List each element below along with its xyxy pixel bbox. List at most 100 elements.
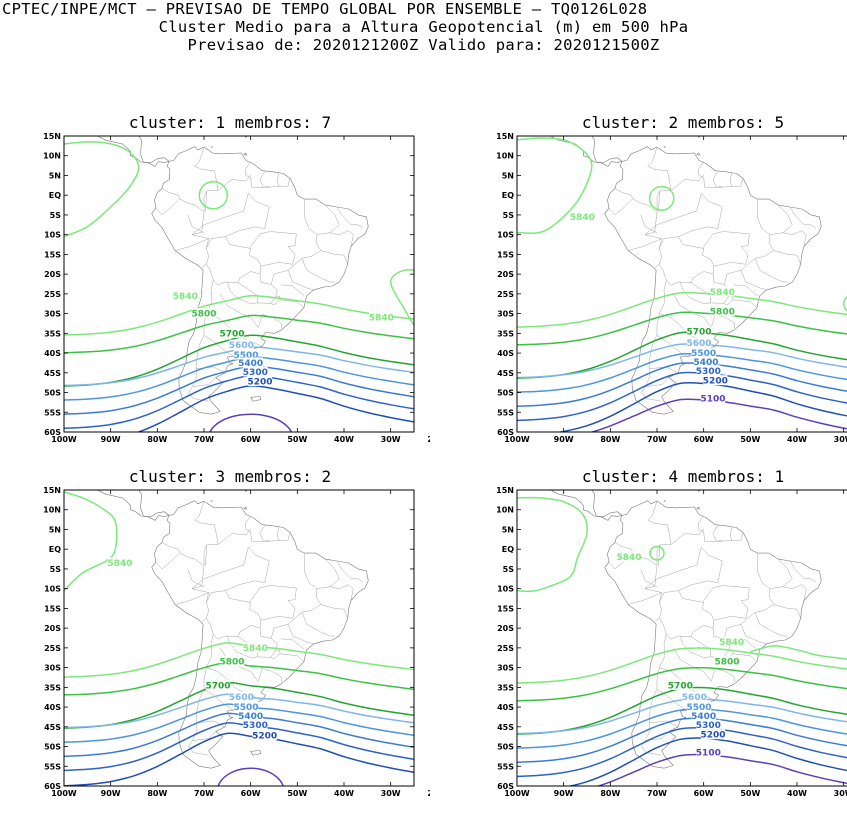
lat-tick-label: 60S: [497, 428, 514, 437]
lat-tick-label: 50S: [497, 389, 514, 398]
map-frame-bg: [64, 136, 414, 432]
map-panel-cluster-2: cluster: 2 membros: 5 5840 5840 5800 5700 56…: [483, 114, 847, 454]
contour-label-bg: [682, 691, 707, 702]
country-border: [287, 624, 314, 645]
map-frame: [63, 135, 415, 433]
country-border: [259, 525, 270, 542]
lat-tick-label: 35S: [497, 329, 514, 338]
panel-title: cluster: 3 membros: 2: [128, 467, 332, 486]
lon-tick-label: 70W: [194, 789, 214, 798]
lon-tick-label: 90W: [554, 789, 574, 798]
contour-label-bg: [233, 701, 259, 712]
country-border: [279, 653, 305, 662]
lat-tick-label: 45S: [44, 723, 61, 732]
country-border: [191, 192, 270, 237]
contour-closed-5840-east: [842, 296, 847, 312]
lon-tick-label: 100W: [51, 789, 77, 798]
central-america-pacific-coastline: [97, 136, 170, 167]
country-border: [740, 624, 767, 645]
country-border: [301, 612, 335, 637]
figure-title: CPTEC/INPE/MCT — PREVISAO DE TEMPO GLOBA…: [0, 0, 847, 54]
lon-tick-label: 50W: [287, 789, 307, 798]
contour-line-5800: [64, 314, 414, 354]
contour-closed-5840: [198, 180, 229, 210]
axis-ticks: 15N 10N 5N EQ 5S 10S 15S 20S 25S 30S 35S 40S 45S 50S 5…: [43, 132, 430, 444]
contour-label: 5700: [668, 681, 693, 691]
lon-tick-label: 60W: [694, 435, 714, 444]
country-border: [237, 274, 278, 304]
contour-line-5300: [517, 726, 847, 778]
lon-tick-label: 70W: [194, 435, 214, 444]
country-border: [733, 284, 758, 296]
panel-title: cluster: 2 membros: 5: [581, 113, 785, 132]
country-border: [710, 668, 716, 682]
contour-line-5300: [64, 722, 414, 772]
lon-tick-label: 90W: [554, 435, 574, 444]
contour-label: 5600: [229, 693, 254, 703]
lon-tick-label: 80W: [147, 789, 167, 798]
contour-label: 5400: [238, 712, 263, 722]
country-border: [712, 525, 723, 542]
lat-tick-label: 20S: [497, 270, 514, 279]
country-border: [628, 238, 662, 251]
lat-tick-label: 5N: [502, 525, 514, 534]
country-border: [782, 584, 807, 601]
country-border: [220, 647, 259, 682]
lat-tick-label: 10S: [497, 585, 514, 594]
country-border: [670, 528, 704, 545]
country-border: [659, 590, 715, 640]
lat-tick-label: EQ: [49, 191, 61, 200]
lon-tick-label: 80W: [600, 789, 620, 798]
lat-tick-label: 15S: [497, 250, 514, 259]
country-border: [789, 206, 816, 229]
contour-label-bg: [616, 551, 642, 562]
country-border: [712, 171, 723, 188]
lat-tick-label: 15N: [43, 132, 61, 141]
contour-label: 5800: [710, 308, 735, 318]
lon-tick-label: 30W: [381, 435, 401, 444]
map-frame: [516, 135, 847, 433]
contour-map: 58405840580057005600550054005300520015N1…: [43, 132, 430, 444]
south-america-coastline: [604, 146, 822, 415]
island-outline: [243, 152, 247, 156]
country-border: [649, 720, 679, 728]
country-border: [773, 604, 801, 619]
country-border: [644, 192, 723, 237]
lat-tick-label: 5S: [503, 211, 515, 220]
country-border: [217, 528, 251, 545]
contour-label: 5800: [191, 310, 216, 320]
contour-label: 5600: [682, 693, 707, 703]
contour-label-bg: [219, 327, 245, 338]
country-border: [754, 612, 788, 637]
contour-line-5840: [517, 291, 847, 328]
contour-label: 5840: [710, 288, 735, 298]
contour-label: 5400: [238, 359, 263, 369]
country-border: [249, 231, 297, 267]
contour-label: 5300: [696, 367, 721, 377]
country-border: [641, 634, 667, 756]
country-border: [740, 270, 767, 291]
country-border: [217, 174, 251, 191]
country-border: [640, 568, 658, 587]
contour-closed-5840: [649, 545, 665, 561]
lon-tick-label: 70W: [647, 789, 667, 798]
contour-label-bg: [700, 729, 726, 740]
lat-tick-label: 45S: [497, 369, 514, 378]
contour-label: 5700: [686, 327, 711, 337]
title-line-3: Previsao de: 2020121200Z Valido para: 20…: [187, 36, 660, 54]
country-border: [287, 270, 314, 291]
country-border: [279, 299, 305, 308]
contour-label: 5200: [703, 377, 728, 387]
lat-tick-label: 40S: [497, 349, 514, 358]
lon-tick-label: 70W: [647, 435, 667, 444]
lat-tick-label: 10S: [44, 585, 61, 594]
contour-line-5700: [64, 681, 414, 729]
contour-label-bg: [243, 719, 268, 730]
country-border: [206, 590, 262, 640]
country-border: [316, 558, 340, 589]
country-border: [244, 161, 291, 188]
country-border: [187, 568, 205, 587]
contour-label-bg: [710, 306, 735, 317]
lon-tick-label: 100W: [51, 435, 77, 444]
lat-tick-label: 45S: [497, 723, 514, 732]
